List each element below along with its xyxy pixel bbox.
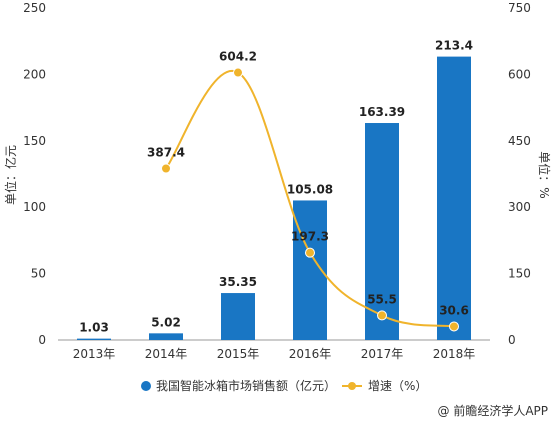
growth-line-series [161,67,459,332]
growth-point [305,247,315,258]
right-axis-tick-label: 750 [508,1,531,15]
bar [365,123,399,340]
x-axis-tick-label: 2014年 [145,347,188,361]
x-axis-tick-label: 2016年 [289,347,332,361]
bar-data-label: 163.39 [359,105,405,119]
bar [221,293,255,340]
line-data-labels: 387.4 604.2 197.3 55.5 30.6 [147,50,469,318]
bar-data-label: 5.02 [151,315,181,329]
right-axis-tick-label: 600 [508,67,531,81]
bar-data-label: 1.03 [79,321,109,335]
left-axis-ticks: 0 50 100 150 200 250 [23,1,46,347]
right-axis-title: 单位：% [537,151,552,198]
bars [77,56,471,341]
legend-item-bar: 我国智能冰箱市场销售额（亿元） [141,378,336,393]
bar [149,333,183,340]
left-axis-tick-label: 200 [23,67,46,81]
growth-data-label: 197.3 [291,230,329,244]
left-axis-title: 单位：亿元 [3,145,18,205]
bar-data-label: 105.08 [287,182,333,196]
growth-point [233,67,243,78]
growth-data-label: 387.4 [147,146,185,160]
growth-data-label: 604.2 [219,50,257,64]
left-axis-tick-label: 0 [38,333,46,347]
right-axis-tick-label: 0 [508,333,516,347]
growth-point [161,163,171,174]
growth-data-label: 55.5 [367,292,397,306]
right-axis-tick-label: 300 [508,200,531,214]
growth-data-label: 30.6 [439,303,469,317]
right-axis-tick-label: 150 [508,267,531,281]
x-axis-tick-labels: 2013年 2014年 2015年 2016年 2017年 2018年 [73,347,476,361]
left-axis-tick-label: 250 [23,1,46,15]
left-axis-tick-label: 100 [23,200,46,214]
growth-point [449,321,459,332]
bar-data-label: 213.4 [435,39,473,53]
legend-bar-label: 我国智能冰箱市场销售额（亿元） [156,378,336,393]
bar-data-labels: 1.03 5.02 35.35 105.08 163.39 213.4 [79,39,473,335]
left-axis-tick-label: 150 [23,134,46,148]
source-credit: @ 前瞻经济学人APP [438,403,549,418]
x-axis-tick-label: 2017年 [361,347,404,361]
legend-bar-marker [141,381,151,391]
x-axis-tick-label: 2018年 [433,347,476,361]
bar-data-label: 35.35 [219,275,257,289]
x-axis-tick-label: 2013年 [73,347,116,361]
right-axis-ticks: 0 150 300 450 600 750 [508,1,531,347]
legend-line-label: 增速（%） [368,379,427,393]
growth-point [377,310,387,321]
right-axis-tick-label: 450 [508,134,531,148]
legend: 我国智能冰箱市场销售额（亿元） 增速（%） [141,378,427,393]
growth-line [165,69,455,328]
x-axis-tick-label: 2015年 [217,347,260,361]
bar [437,56,471,341]
left-axis-tick-label: 50 [31,267,46,281]
legend-line-marker [348,382,356,390]
legend-item-line: 增速（%） [342,379,427,393]
bar [77,338,111,340]
